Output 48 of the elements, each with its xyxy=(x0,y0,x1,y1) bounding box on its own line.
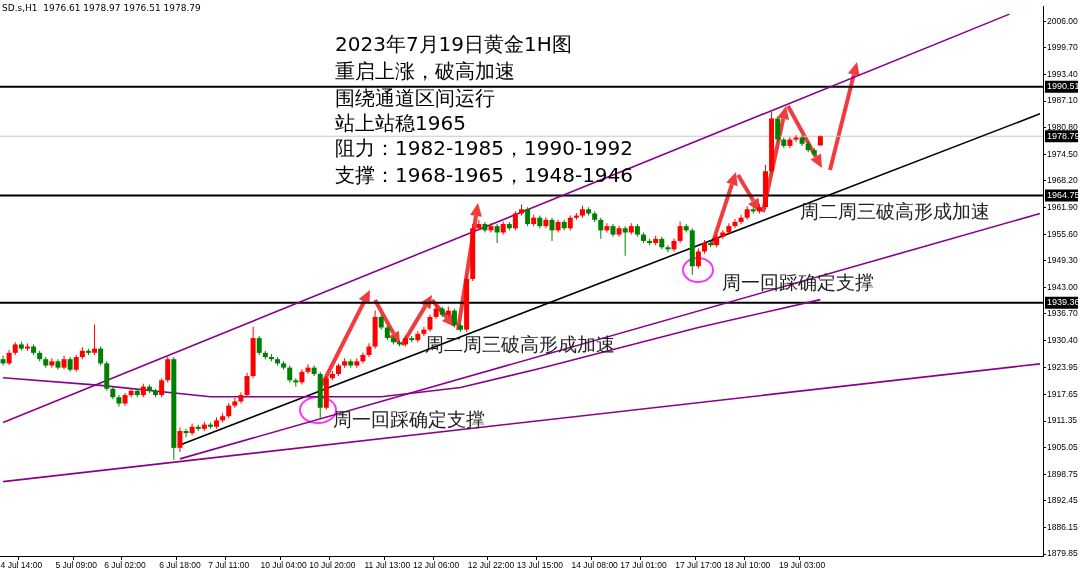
y-tick-label: 1999.70 xyxy=(1047,42,1078,53)
text: 2023年7月19日黄金1H图 xyxy=(335,32,572,57)
x-tick-label: 5 Jul 09:00 xyxy=(55,560,98,571)
y-tick-label: 1905.05 xyxy=(1047,442,1078,453)
x-tick-label: 10 Jul 04:00 xyxy=(260,560,308,571)
x-tick-label: 4 Jul 14:00 xyxy=(0,560,43,571)
y-tick-label: 1943.00 xyxy=(1047,281,1078,292)
x-tick-label: 19 Jul 03:00 xyxy=(778,560,826,571)
annotation: SD.s,H1 1976.61 1978.97 1976.51 1978.79 xyxy=(2,3,201,14)
y-tick-label: 1980.80 xyxy=(1047,122,1078,133)
y-tick-label: 1993.40 xyxy=(1047,68,1078,79)
annotation: 周一回踩确定支撑 xyxy=(333,407,485,430)
y-tick-label: 1930.40 xyxy=(1047,334,1078,345)
annotation: 站上站稳1965 xyxy=(335,111,466,136)
y-tick-label: 1974.50 xyxy=(1047,148,1078,159)
ref-line-label: 1964.75 xyxy=(1047,190,1080,201)
x-tick-label: 6 Jul 02:00 xyxy=(104,560,147,571)
y-tick-label: 1879.85 xyxy=(1047,548,1078,559)
x-tick-label: 18 Jul 10:00 xyxy=(724,560,771,571)
x-tick-label: 12 Jul 22:00 xyxy=(467,560,515,571)
x-tick-label: 17 Jul 01:00 xyxy=(620,560,667,571)
annotation: 重启上涨，破高加速 xyxy=(335,59,515,84)
y-tick-label: 1949.30 xyxy=(1047,255,1078,266)
y-tick-label: 1898.75 xyxy=(1047,468,1078,479)
y-tick-label: 1911.35 xyxy=(1047,415,1078,426)
y-tick-label: 1917.65 xyxy=(1047,388,1078,399)
annotation: 阻力：1982-1985，1990-1992 xyxy=(335,136,634,161)
y-tick-label: 1968.20 xyxy=(1047,175,1078,186)
ref-line-label: 1990.51 xyxy=(1047,81,1080,92)
annotation: 周二周三破高形成加速 xyxy=(800,199,990,222)
annotation: 围绕通道区间运行 xyxy=(335,86,495,111)
ref-line-label: 1939.36 xyxy=(1047,297,1080,308)
x-tick-label: 13 Jul 15:00 xyxy=(516,560,564,571)
x-tick-label: 12 Jul 06:00 xyxy=(412,560,460,571)
y-tick-label: 1892.45 xyxy=(1047,495,1078,506)
x-tick-label: 10 Jul 20:00 xyxy=(309,560,356,571)
y-tick-label: 1936.70 xyxy=(1047,308,1078,319)
x-tick-label: 6 Jul 18:00 xyxy=(159,560,201,571)
x-tick-label: 17 Jul 17:00 xyxy=(675,560,722,571)
y-tick-label: 1987.10 xyxy=(1047,95,1078,106)
x-tick-label: 11 Jul 13:00 xyxy=(364,560,411,571)
y-tick-label: 1886.15 xyxy=(1047,521,1078,532)
y-tick-label: 1923.95 xyxy=(1047,362,1078,373)
y-tick-label: 2006.00 xyxy=(1047,15,1078,26)
x-tick-label: 7 Jul 11:00 xyxy=(208,560,250,571)
y-tick-label: 1955.60 xyxy=(1047,228,1078,239)
x-tick-label: 14 Jul 08:00 xyxy=(571,560,619,571)
y-tick-label: 1961.90 xyxy=(1047,201,1078,212)
